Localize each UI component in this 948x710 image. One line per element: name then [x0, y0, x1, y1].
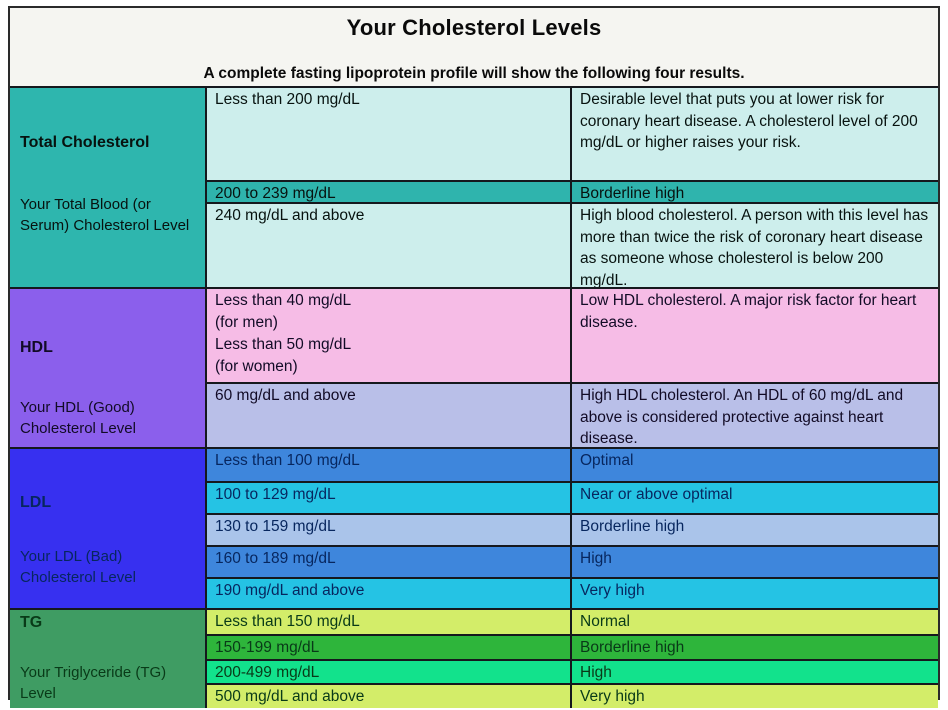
section-label: LDL [20, 494, 52, 511]
range-cell: Less than 150 mg/dL [207, 610, 572, 634]
classification-cell: Very high [580, 582, 645, 599]
section-label: TG [20, 614, 43, 631]
classification-cell: High [580, 550, 612, 567]
table-title: Your Cholesterol Levels [346, 15, 602, 40]
table-row: 160 to 189 mg/dL High [207, 545, 938, 577]
classification-cell: Borderline high [580, 639, 685, 656]
range-cell: 200-499 mg/dL [207, 661, 572, 683]
table-row: Less than 200 mg/dL Desirable level that… [207, 88, 938, 180]
classification-cell: Optimal [580, 452, 634, 469]
table-row: 190 mg/dL and above Very high [207, 577, 938, 608]
range-cell: 160 to 189 mg/dL [207, 547, 572, 577]
range-cell: 500 mg/dL and above [207, 685, 572, 708]
range-cell: 200 to 239 mg/dL [207, 182, 572, 202]
range-cell: 190 mg/dL and above [207, 579, 572, 608]
table-header: Your Cholesterol Levels A complete fasti… [10, 8, 938, 86]
range-cell: 240 mg/dL and above [207, 204, 572, 287]
section-rows: Less than 200 mg/dL Desirable level that… [207, 88, 938, 287]
table-row: 100 to 129 mg/dL Near or above optimal [207, 481, 938, 513]
tg-label-cell: TG Your Triglyceride (TG) Level [10, 610, 207, 708]
range-cell: Less than 40 mg/dL (for men) Less than 5… [207, 289, 572, 382]
classification-cell: High HDL cholesterol. An HDL of 60 mg/dL… [580, 387, 904, 447]
hdl-label-cell: HDL Your HDL (Good) Cholesterol Level [10, 289, 207, 447]
classification-cell: Low HDL cholesterol. A major risk factor… [580, 292, 917, 331]
classification-cell: Desirable level that puts you at lower r… [580, 91, 918, 151]
table-row: 130 to 159 mg/dL Borderline high [207, 513, 938, 545]
table-row: Less than 100 mg/dL Optimal [207, 449, 938, 481]
table-row: 150-199 mg/dL Borderline high [207, 634, 938, 659]
section-sublabel: Your LDL (Bad) Cholesterol Level [20, 548, 136, 586]
cholesterol-levels-table: Your Cholesterol Levels A complete fasti… [8, 6, 940, 708]
total-cholesterol-label-cell: Total Cholesterol Your Total Blood (or S… [10, 88, 207, 287]
ldl-label-cell: LDL Your LDL (Bad) Cholesterol Level [10, 449, 207, 608]
section-rows: Less than 150 mg/dL Normal 150-199 mg/dL… [207, 610, 938, 708]
section-label: Total Cholesterol [20, 134, 150, 151]
section-rows: Less than 40 mg/dL (for men) Less than 5… [207, 289, 938, 447]
table-subtitle: A complete fasting lipoprotein profile w… [203, 65, 745, 82]
range-cell: 130 to 159 mg/dL [207, 515, 572, 545]
table-row: 200-499 mg/dL High [207, 659, 938, 683]
section-rows: Less than 100 mg/dL Optimal 100 to 129 m… [207, 449, 938, 608]
range-cell: 60 mg/dL and above [207, 384, 572, 447]
table-row: Less than 40 mg/dL (for men) Less than 5… [207, 289, 938, 382]
range-cell: 150-199 mg/dL [207, 636, 572, 659]
classification-cell: High [580, 664, 612, 681]
section-hdl: HDL Your HDL (Good) Cholesterol Level Le… [10, 287, 938, 447]
classification-cell: High blood cholesterol. A person with th… [580, 207, 929, 287]
table-row: 240 mg/dL and above High blood cholester… [207, 202, 938, 287]
classification-cell: Borderline high [580, 518, 685, 535]
range-cell: Less than 200 mg/dL [207, 88, 572, 180]
section-tg: TG Your Triglyceride (TG) Level Less tha… [10, 608, 938, 708]
classification-cell: Very high [580, 688, 645, 705]
table-row: 500 mg/dL and above Very high [207, 683, 938, 708]
classification-cell: Near or above optimal [580, 486, 733, 503]
table-row: 60 mg/dL and above High HDL cholesterol.… [207, 382, 938, 447]
section-sublabel: Your Total Blood (or Serum) Cholesterol … [20, 196, 190, 234]
table-row: 200 to 239 mg/dL Borderline high [207, 180, 938, 202]
range-cell: 100 to 129 mg/dL [207, 483, 572, 513]
section-sublabel: Your HDL (Good) Cholesterol Level [20, 399, 136, 437]
range-cell: Less than 100 mg/dL [207, 449, 572, 481]
section-label: HDL [20, 339, 53, 356]
section-ldl: LDL Your LDL (Bad) Cholesterol Level Les… [10, 447, 938, 608]
section-total-cholesterol: Total Cholesterol Your Total Blood (or S… [10, 86, 938, 287]
classification-cell: Borderline high [580, 185, 685, 202]
section-sublabel: Your Triglyceride (TG) Level [20, 664, 167, 702]
table-row: Less than 150 mg/dL Normal [207, 610, 938, 634]
classification-cell: Normal [580, 613, 630, 630]
